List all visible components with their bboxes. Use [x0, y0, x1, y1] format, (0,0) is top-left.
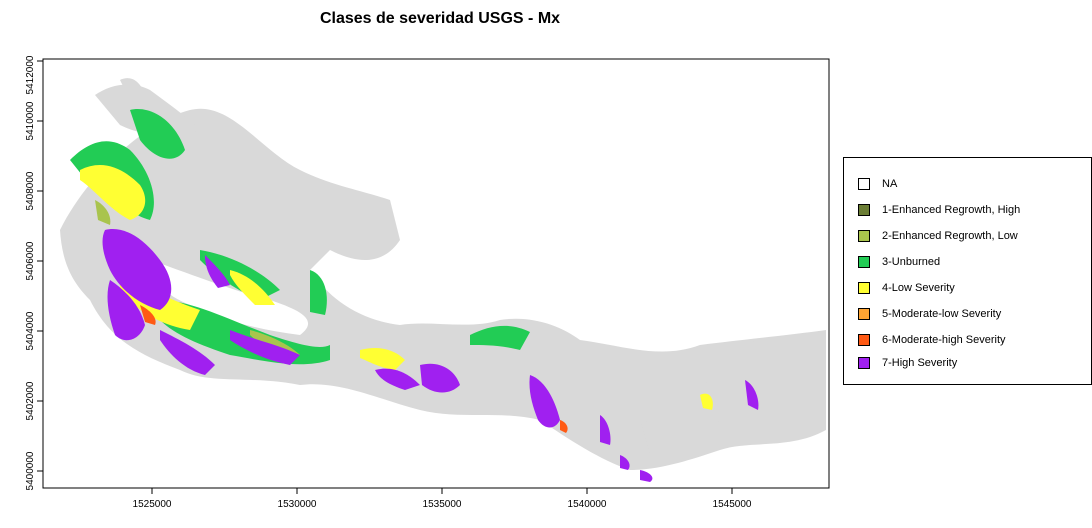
x-tick-label: 1540000 — [568, 499, 607, 510]
x-axis: 1525000 1530000 1535000 1540000 1545000 — [133, 488, 752, 510]
legend-item-moderate-low: 5-Moderate-low Severity — [858, 306, 1001, 322]
legend-swatch — [858, 230, 870, 242]
x-tick-label: 1530000 — [278, 499, 317, 510]
legend-swatch — [858, 282, 870, 294]
legend-label: 1-Enhanced Regrowth, High — [882, 204, 1021, 216]
legend-label: 2-Enhanced Regrowth, Low — [882, 230, 1018, 242]
legend-swatch — [858, 308, 870, 320]
legend-label: 7-High Severity — [882, 357, 958, 369]
lake-area — [150, 260, 309, 335]
legend-label: 6-Moderate-high Severity — [882, 334, 1006, 346]
severity-moderate-high — [140, 305, 568, 433]
y-tick-label: 5402000 — [25, 381, 36, 420]
y-tick-label: 5410000 — [25, 101, 36, 140]
study-area-background — [60, 78, 826, 470]
map-title: Clases de severidad USGS - Mx — [319, 10, 561, 27]
legend-label: 3-Unburned — [882, 256, 941, 268]
legend-item-moderate-high: 6-Moderate-high Severity — [858, 332, 1006, 348]
legend-item-regrowth-high: 1-Enhanced Regrowth, High — [858, 202, 1020, 218]
legend-label: 5-Moderate-low Severity — [882, 308, 1002, 320]
y-tick-label: 5404000 — [25, 311, 36, 350]
legend-item-unburned: 3-Unburned — [858, 254, 940, 270]
legend-swatch — [858, 357, 870, 369]
x-tick-label: 1535000 — [423, 499, 462, 510]
legend: NA 1-Enhanced Regrowth, High 2-Enhanced … — [843, 157, 1092, 385]
x-tick-label: 1525000 — [133, 499, 172, 510]
map-figure: 1525000 1530000 1535000 1540000 1545000 … — [25, 55, 830, 510]
legend-swatch — [858, 204, 870, 216]
legend-item-high-severity: 7-High Severity — [858, 355, 957, 371]
legend-label: 4-Low Severity — [882, 282, 955, 294]
severity-high — [102, 229, 759, 482]
legend-swatch — [858, 256, 870, 268]
legend-item-low-severity: 4-Low Severity — [858, 280, 955, 296]
y-tick-label: 5406000 — [25, 241, 36, 280]
legend-swatch — [858, 334, 870, 346]
y-tick-label: 5408000 — [25, 171, 36, 210]
legend-label: NA — [882, 178, 898, 190]
plot-frame — [42, 58, 830, 489]
x-tick-label: 1545000 — [713, 499, 752, 510]
y-axis: 5400000 5402000 5404000 5406000 5408000 … — [25, 55, 43, 490]
legend-swatch — [858, 178, 870, 190]
legend-item-regrowth-low: 2-Enhanced Regrowth, Low — [858, 228, 1018, 244]
y-tick-label: 5412000 — [25, 55, 36, 94]
legend-item-na: NA — [858, 176, 897, 192]
y-tick-label: 5400000 — [25, 451, 36, 490]
